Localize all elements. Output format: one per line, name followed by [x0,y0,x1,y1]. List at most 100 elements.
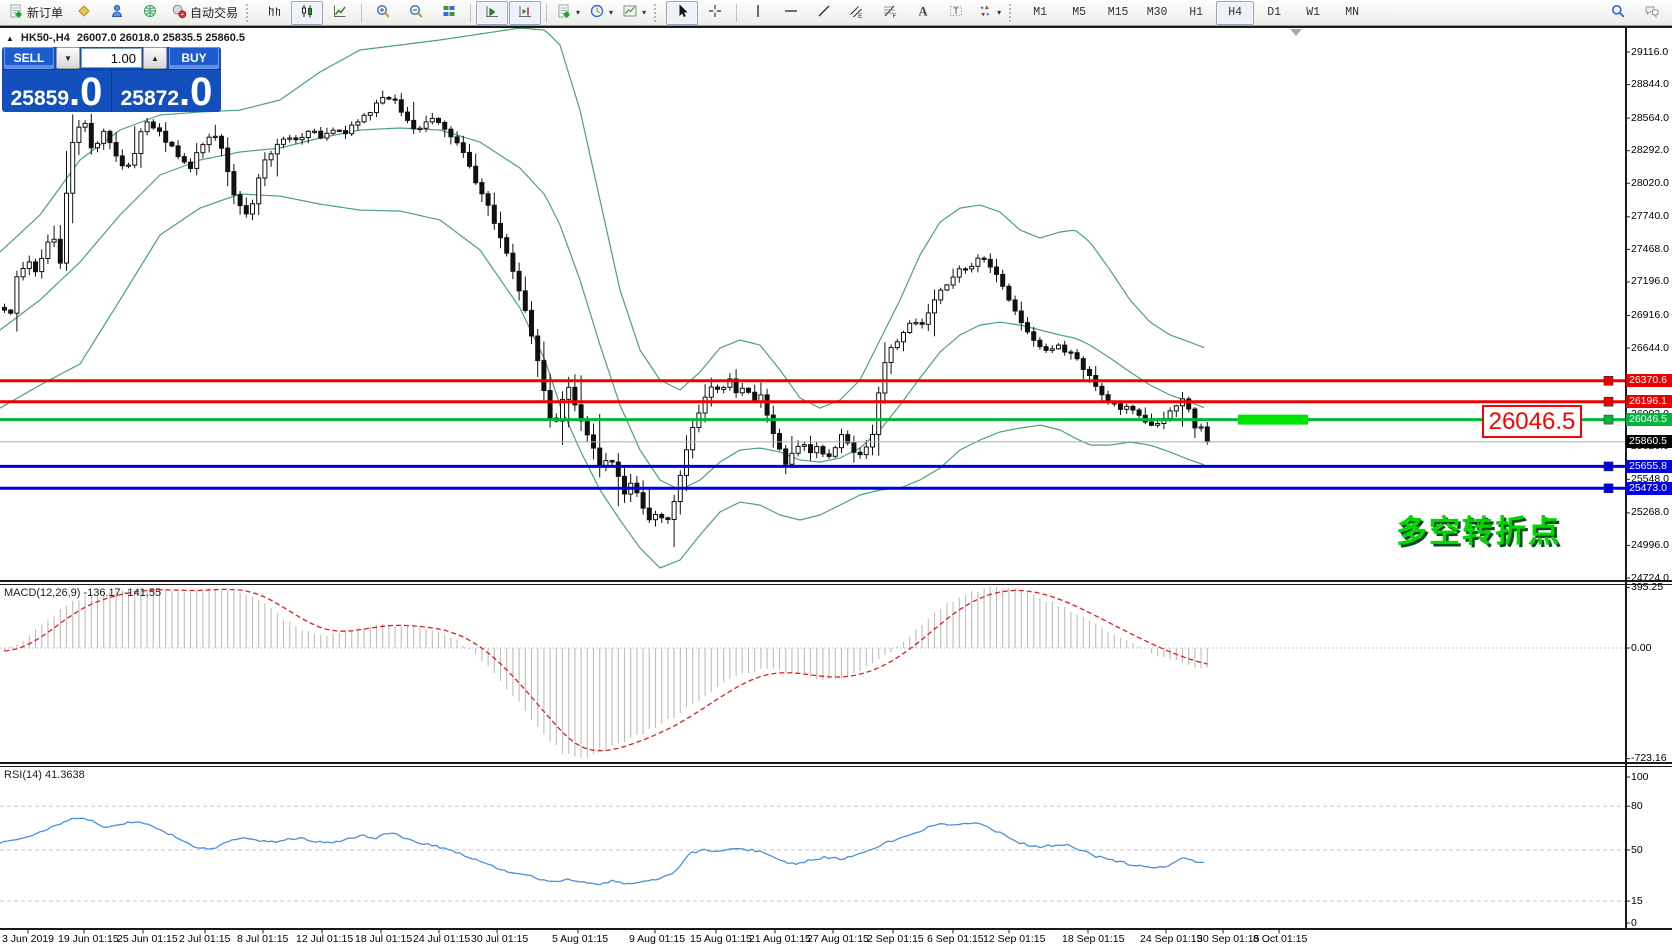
vertical-line-button[interactable] [742,1,774,25]
horizontal-line-button[interactable] [775,1,807,25]
rsi-panel[interactable] [0,805,1625,902]
price-axis-label: 28564.0 [1631,111,1669,124]
text-label-icon: T [948,3,964,22]
fibonacci-button[interactable]: F [874,1,906,25]
macd-axis-label: 0.00 [1631,641,1652,654]
candlestick-chart-button[interactable] [291,0,324,25]
templates-button[interactable]: ▾ [618,1,650,25]
line-chart-button[interactable] [324,1,356,25]
line-handle[interactable] [1603,396,1614,407]
horizontal-line-object[interactable] [0,414,1625,425]
auto-scroll-button[interactable] [476,0,509,25]
horizontal-line-object[interactable] [0,396,1625,407]
price-axis-label: 24996.0 [1631,538,1669,551]
time-axis-label: 9 Aug 01:15 [629,933,686,945]
rsi-axis-label: 50 [1631,843,1643,856]
toolbar-button-label: 新订单 [27,6,64,20]
toolbar-drag-handle[interactable] [246,3,252,22]
main-macd-border-inner[interactable] [0,583,1672,585]
timeframe-d1-button[interactable]: D1 [1267,6,1281,19]
timeframe-m15-button[interactable]: M15 [1107,6,1129,19]
chart-shift-button[interactable] [509,0,542,25]
zoom-out-button[interactable] [400,1,432,25]
buy-button[interactable]: BUY [169,47,219,69]
horizontal-line-object[interactable] [0,461,1625,472]
time-axis-label: 6 Sep 01:15 [927,933,984,945]
price-axis-label: 29116.0 [1631,45,1669,58]
line-handle[interactable] [1603,414,1614,425]
macd-signal-line [4,588,1208,752]
bb-lower-band[interactable] [0,193,1205,569]
time-axis-label: 19 Jun 01:15 [58,933,119,945]
volume-decrease-button[interactable]: ▼ [56,47,80,69]
bar-chart-button[interactable] [258,1,290,25]
volume-input[interactable] [81,48,142,68]
time-axis-label: 12 Sep 01:15 [983,933,1046,945]
arrows-button[interactable]: ▾ [973,1,1005,25]
pivot-annotation-text[interactable]: 多空转折点 [1396,514,1561,549]
macd-panel[interactable] [0,586,1625,758]
periods-button[interactable]: ▾ [585,1,617,25]
chat-button[interactable] [1636,1,1668,25]
search-button[interactable] [1602,1,1634,25]
panel-collapse-icon[interactable]: ▲ [6,34,14,43]
equidistant-channel-button[interactable]: E [841,1,873,25]
price-axis-label: 27740.0 [1631,210,1669,223]
macd-rsi-border-inner[interactable] [0,765,1672,767]
line-handle[interactable] [1603,375,1614,386]
timeframe-h1-button[interactable]: H1 [1189,6,1203,19]
toolbar-drag-handle[interactable] [1009,3,1015,22]
cursor-button[interactable] [666,0,699,25]
horizontal-line-object[interactable] [0,375,1625,386]
mql5-community-button[interactable] [101,1,133,25]
timeframe-m5-button[interactable]: M5 [1072,6,1086,19]
indicators-button[interactable]: ▾ [552,1,584,25]
buy-price-frac: .0 [179,70,213,112]
toolbar-drag-handle[interactable] [654,3,660,22]
one-click-trading-panel: SELL ▼ ▲ BUY 25859.0 25872.0 [2,47,221,112]
green-highlight-segment[interactable] [1238,414,1308,425]
timeframe-w1-button[interactable]: W1 [1306,6,1320,19]
sell-price[interactable]: 25859.0 [2,70,112,112]
sell-price-frac: .0 [69,70,103,112]
new-order-icon [8,3,24,22]
macd-indicator-label: MACD(12,26,9) -136.17 -141.55 [4,587,162,599]
timeframe-h4-button[interactable]: H4 [1216,0,1255,25]
symbol-info: ▲ HK50-,H4 26007.0 26018.0 25835.5 25860… [6,32,245,44]
dropdown-caret-icon: ▾ [576,8,581,17]
time-axis-label: 3 Jun 2019 [2,933,54,945]
zoom-out-icon [408,3,424,22]
macd-axis-label: 395.25 [1631,581,1664,594]
line-handle[interactable] [1603,483,1614,494]
new-order-button[interactable]: 新订单 [4,1,67,25]
text-label-button[interactable]: T [940,1,972,25]
toolbar-separator [546,3,548,22]
trendline-button[interactable] [808,1,840,25]
timeframe-m1-button[interactable]: M1 [1033,6,1047,19]
layout-profile-button[interactable] [68,1,100,25]
text-button[interactable]: A [907,1,939,25]
price-callout-box[interactable]: 26046.5 [1482,405,1582,438]
crosshair-button[interactable] [699,1,731,25]
timeframe-mn-button[interactable]: MN [1345,6,1359,19]
price-tag: 25655.8 [1626,459,1672,473]
horizontal-line-object[interactable] [0,483,1625,494]
sell-button[interactable]: SELL [4,47,54,69]
signals-button[interactable] [134,1,166,25]
timeframe-m30-button[interactable]: M30 [1146,6,1168,19]
chart-shift-marker-icon[interactable] [1290,29,1302,36]
bb-middle-band[interactable] [0,127,1205,491]
cursor-icon [674,3,690,22]
volume-increase-button[interactable]: ▲ [143,47,167,69]
dropdown-caret-icon: ▾ [642,8,647,17]
time-axis-label: 15 Aug 01:15 [690,933,752,945]
autotrading-button[interactable]: 自动交易 [167,1,242,25]
buy-price[interactable]: 25872.0 [112,70,221,112]
line-handle[interactable] [1603,461,1614,472]
tile-windows-button[interactable] [433,1,465,25]
time-axis-label: 8 Jul 01:15 [237,933,289,945]
svg-text:E: E [858,13,863,19]
main-price-panel[interactable] [0,28,1625,569]
zoom-in-button[interactable] [367,1,399,25]
